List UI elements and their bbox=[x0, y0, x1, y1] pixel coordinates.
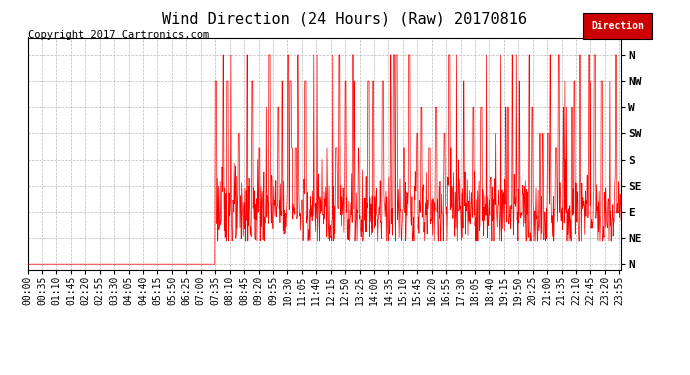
Text: Wind Direction (24 Hours) (Raw) 20170816: Wind Direction (24 Hours) (Raw) 20170816 bbox=[163, 11, 527, 26]
Text: Copyright 2017 Cartronics.com: Copyright 2017 Cartronics.com bbox=[28, 30, 209, 40]
Text: Direction: Direction bbox=[591, 21, 644, 31]
